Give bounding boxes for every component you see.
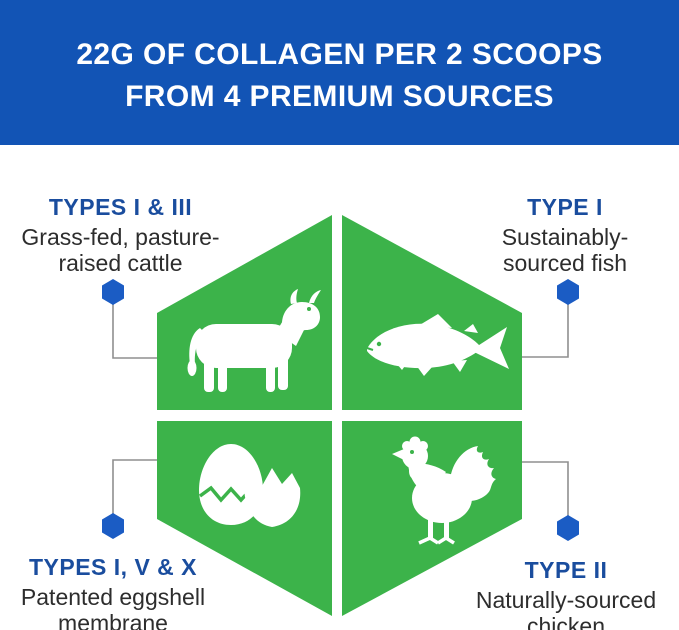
- header-banner: 22G OF COLLAGEN PER 2 SCOOPS FROM 4 PREM…: [0, 0, 679, 145]
- description-cattle: Grass-fed, pasture- raised cattle: [21, 224, 220, 276]
- label-chicken: TYPE II Naturally-sourced chicken: [453, 557, 679, 630]
- description-eggshell: Patented eggshell membrane: [20, 584, 206, 630]
- label-cattle: TYPES I & III Grass-fed, pasture- raised…: [8, 194, 233, 276]
- connector-cattle: [112, 303, 157, 359]
- type-label-fish: TYPE I: [527, 194, 603, 220]
- header-title-line1: 22G OF COLLAGEN PER 2 SCOOPS: [76, 38, 603, 71]
- chicken-eye: [410, 450, 414, 454]
- eggshell-icon: [198, 444, 301, 527]
- type-label-cattle: TYPES I & III: [48, 194, 193, 220]
- hex-marker-cattle: [102, 279, 124, 305]
- type-label-chicken: TYPE II: [524, 557, 608, 583]
- chicken-icon: [392, 436, 496, 545]
- header-title-line2: FROM 4 PREMIUM SOURCES: [125, 80, 554, 113]
- hex-marker-chicken: [557, 515, 579, 541]
- hex-marker-eggshell: [102, 513, 124, 539]
- connector-chicken: [521, 461, 569, 517]
- quadrant-cattle: [157, 215, 332, 410]
- hex-marker-fish: [557, 279, 579, 305]
- cow-icon: [187, 289, 321, 392]
- connector-eggshell: [112, 459, 157, 515]
- chicken-feet: [418, 536, 455, 545]
- label-fish: TYPE I Sustainably- sourced fish: [452, 194, 678, 276]
- cow-eye: [307, 307, 311, 311]
- description-fish: Sustainably- sourced fish: [501, 224, 629, 276]
- connector-fish: [522, 303, 569, 358]
- fish-icon: [363, 314, 509, 376]
- type-label-eggshell: TYPES I, V & X: [28, 554, 198, 580]
- fish-mouth: [363, 346, 374, 351]
- description-chicken: Naturally-sourced chicken: [475, 587, 657, 630]
- label-eggshell: TYPES I, V & X Patented eggshell membran…: [0, 554, 226, 630]
- fish-eye: [376, 341, 382, 347]
